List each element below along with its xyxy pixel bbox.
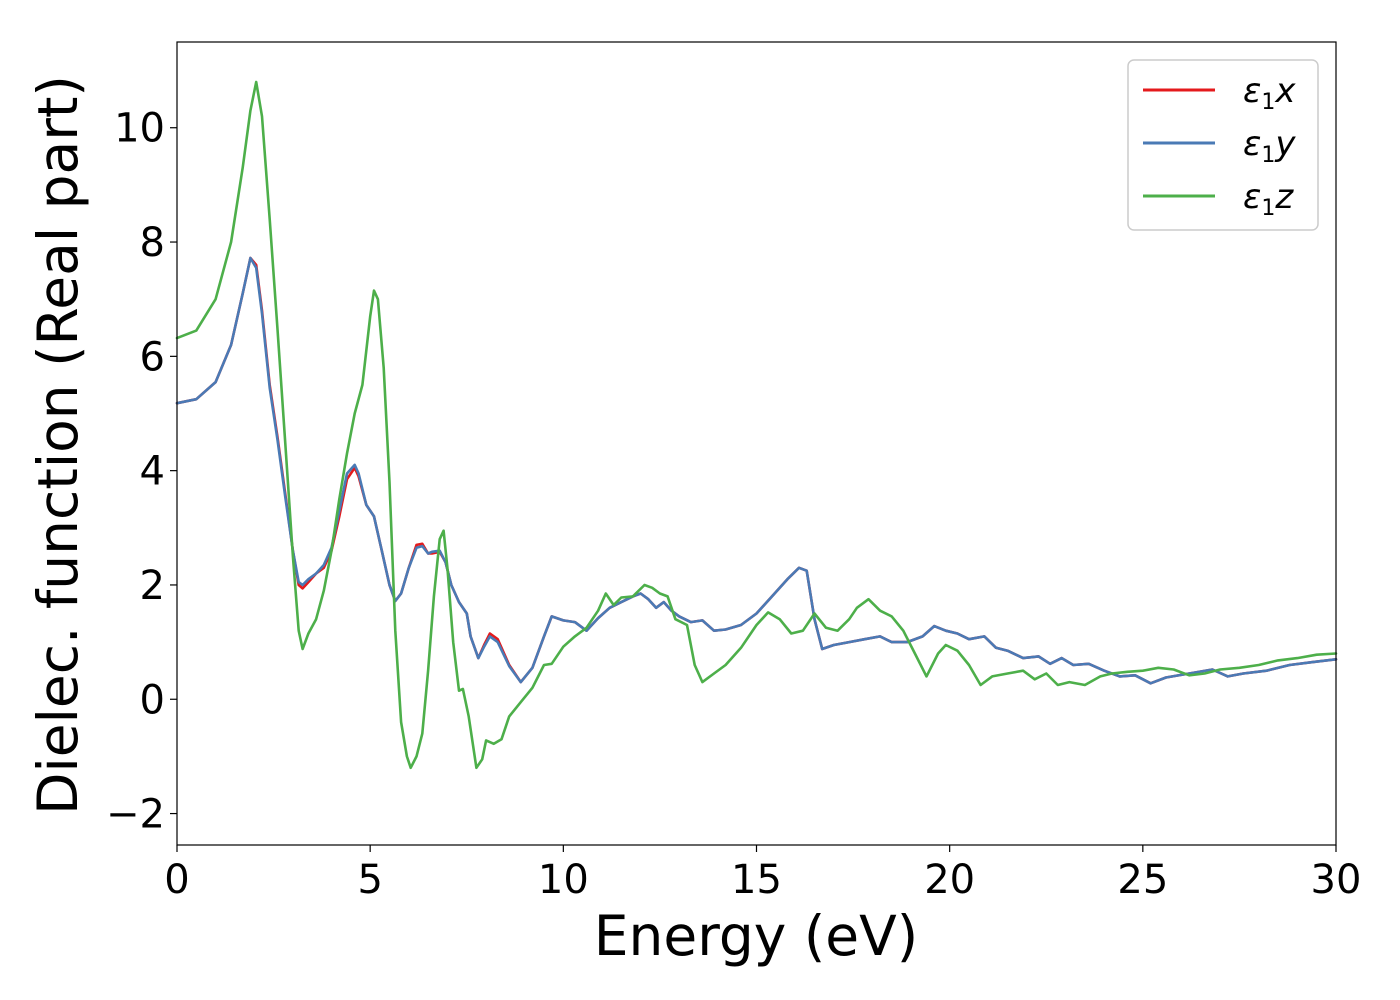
legend-label-y: ε1y <box>1243 124 1296 168</box>
x-tick-label: 25 <box>1117 857 1168 903</box>
legend-variable: x <box>1274 71 1296 111</box>
legend-variable: y <box>1274 124 1296 164</box>
legend-symbol: ε <box>1243 177 1261 217</box>
legend-box <box>1127 59 1319 231</box>
legend-variable: z <box>1274 177 1294 217</box>
y-tick-label: 4 <box>140 449 165 495</box>
x-tick-label: 30 <box>1311 857 1362 903</box>
x-tick-label: 10 <box>538 857 589 903</box>
series-line-y <box>175 256 1338 685</box>
y-tick-label: −2 <box>106 792 165 838</box>
y-tick-label: 10 <box>114 106 165 152</box>
x-axis: 0 5 10 15 20 25 30 <box>164 845 1361 903</box>
legend-symbol: ε <box>1243 124 1261 164</box>
y-tick-label: 0 <box>140 677 165 723</box>
legend-subscript: 1 <box>1261 196 1275 221</box>
legend-label-x: ε1x <box>1243 71 1296 115</box>
y-tick-label: 8 <box>140 220 165 266</box>
legend-subscript: 1 <box>1261 90 1275 115</box>
x-tick-label: 20 <box>924 857 975 903</box>
x-axis-label: Energy (eV) <box>594 904 918 968</box>
y-tick-label: 6 <box>140 334 165 380</box>
x-tick-label: 15 <box>731 857 782 903</box>
legend-symbol: ε <box>1243 71 1261 111</box>
x-tick-label: 0 <box>164 857 189 903</box>
x-tick-label: 5 <box>357 857 382 903</box>
y-axis: −2 0 2 4 6 8 10 <box>106 106 177 838</box>
legend-label-z: ε1z <box>1243 177 1294 221</box>
legend-subscript: 1 <box>1261 143 1275 168</box>
y-tick-label: 2 <box>140 563 165 609</box>
series-line-z <box>175 80 1338 770</box>
y-axis-label: Dielec. function (Real part) <box>26 75 90 815</box>
series-layer <box>175 80 1338 770</box>
